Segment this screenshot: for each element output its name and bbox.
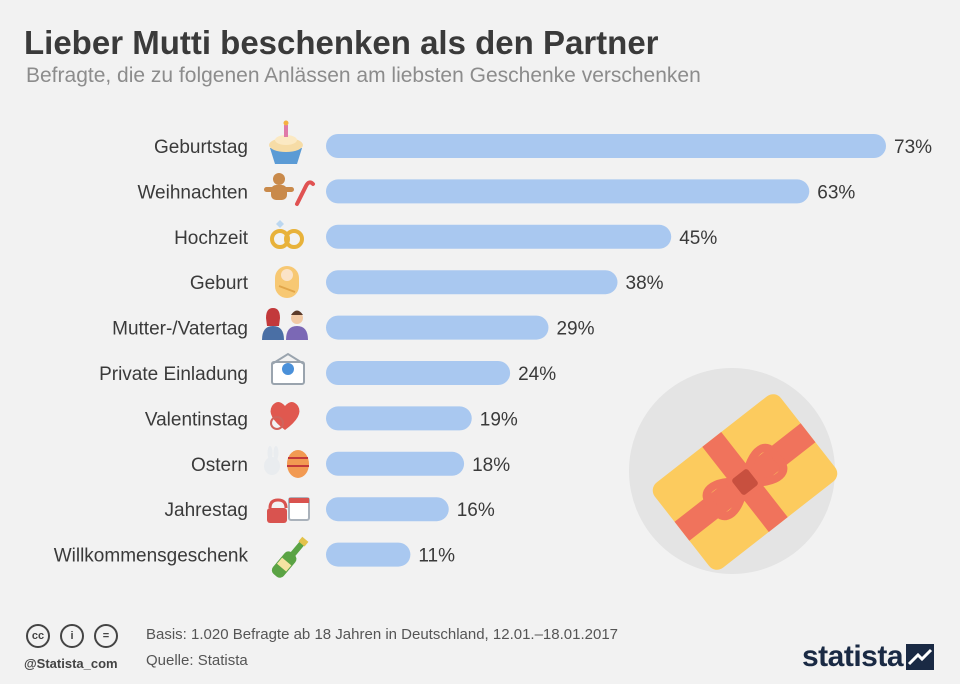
bars-group: Geburtstag 73% Weihnachten 63% Hochzeit 45% Ge… [54,134,932,567]
value-label: 73% [894,137,932,158]
gingerbread-candycane-icon [264,173,315,206]
category-label: Jahrestag [165,500,248,521]
bar [326,315,549,340]
value-label: 45% [679,228,717,249]
gift-bow-left [702,477,750,521]
icons-group [262,120,315,578]
chart-title: Lieber Mutti beschenken als den Partner [24,24,659,61]
heart-cookie-icon [270,402,300,430]
cupcake-icon [269,120,303,164]
bar [326,542,411,567]
bar [326,134,886,158]
invitation-envelope-icon [271,352,305,385]
category-label: Willkommensgeschenk [54,546,249,567]
bar-chart: Geburtstag 73% Weihnachten 63% Hochzeit 45% Ge… [54,120,932,578]
champagne-bottle-icon [271,536,309,578]
parents-icon [262,308,308,340]
category-label: Ostern [191,455,248,476]
gift-bow-right [740,443,788,487]
wedding-rings-icon [270,220,304,249]
category-label: Weihnachten [137,182,248,203]
category-label: Private Einladung [99,364,248,385]
bar [326,497,449,522]
value-label: 38% [626,273,664,294]
category-label: Mutter-/Vatertag [112,319,248,340]
bar [326,451,465,476]
source-note: Quelle: Statista [146,652,248,669]
gift-illustration [629,368,838,574]
no-derivatives-icon[interactable]: = [94,624,118,648]
twitter-handle[interactable]: @Statista_com [24,656,118,671]
value-label: 19% [480,409,518,430]
bar [326,270,618,295]
easter-bunny-egg-icon [264,446,309,478]
basis-note: Basis: 1.020 Befragte ab 18 Jahren in De… [146,626,619,643]
value-label: 18% [472,455,510,476]
gift-bow-knot [732,469,758,495]
statista-logo[interactable]: statista [802,640,904,673]
chart-subtitle: Befragte, die zu folgenen Anlässen am li… [26,64,701,87]
value-label: 11% [418,546,455,567]
baby-icon [275,266,299,298]
value-label: 16% [457,500,495,521]
category-label: Hochzeit [174,228,249,249]
bar [326,179,810,204]
statista-logo-icon [906,644,934,670]
category-label: Geburt [190,273,249,294]
value-label: 29% [556,319,594,340]
category-label: Geburtstag [154,137,248,158]
category-label: Valentinstag [145,409,248,430]
value-label: 63% [817,182,855,203]
lock-calendar-icon [267,497,310,523]
attribution-icon[interactable]: i [60,624,84,648]
bar [326,224,672,249]
footer: cc i = @Statista_com Basis: 1.020 Befrag… [0,610,960,684]
bar [326,361,511,385]
bar [326,406,472,431]
creative-commons-icon[interactable]: cc [26,624,50,648]
value-label: 24% [518,364,556,385]
